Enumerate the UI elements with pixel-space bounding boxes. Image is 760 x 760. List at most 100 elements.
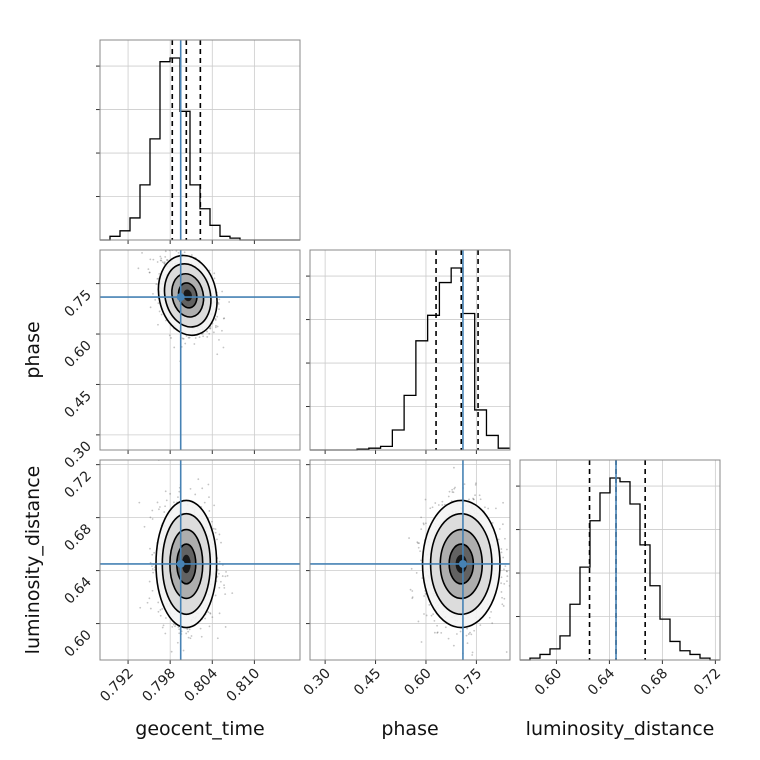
scatter-point	[162, 624, 165, 627]
scatter-point	[465, 634, 468, 637]
scatter-point	[506, 570, 508, 573]
scatter-point	[151, 568, 154, 570]
scatter-point	[490, 610, 492, 613]
scatter-point	[500, 591, 503, 593]
scatter-point	[151, 553, 154, 556]
scatter-point	[166, 245, 168, 247]
y-tick-label-luminosity_distance: 0.68	[61, 521, 94, 554]
scatter-point	[501, 603, 504, 606]
scatter-point	[408, 537, 410, 539]
scatter-point	[218, 338, 220, 341]
scatter-point	[452, 644, 455, 647]
scatter-point	[149, 258, 152, 261]
scatter-point	[197, 478, 200, 481]
scatter-point	[214, 326, 217, 329]
scatter-point	[418, 542, 420, 545]
scatter-point	[179, 247, 181, 249]
scatter-point	[207, 483, 210, 486]
scatter-point	[218, 572, 220, 575]
scatter-point	[219, 580, 222, 583]
scatter-point	[217, 301, 220, 304]
scatter-point	[138, 501, 141, 504]
scatter-point	[208, 496, 210, 499]
scatter-point	[452, 491, 455, 494]
scatter-point	[437, 504, 440, 506]
scatter-point	[503, 597, 506, 600]
scatter-point	[188, 628, 191, 631]
scatter-point	[500, 551, 503, 554]
scatter-point	[431, 506, 434, 509]
scatter-point	[155, 283, 158, 285]
scatter-point	[152, 292, 154, 295]
histogram-step	[310, 267, 510, 451]
scatter-point	[218, 612, 221, 615]
scatter-point	[164, 490, 167, 493]
scatter-point	[447, 637, 450, 640]
scatter-point	[148, 580, 151, 583]
scatter-point	[424, 498, 427, 501]
scatter-point	[224, 626, 227, 628]
scatter-point	[170, 650, 173, 653]
scatter-point	[500, 548, 503, 550]
scatter-point	[187, 636, 190, 639]
scatter-point	[173, 501, 175, 504]
scatter-point	[491, 622, 494, 625]
scatter-point	[153, 551, 156, 554]
y-tick-label-luminosity_distance: 0.64	[61, 574, 94, 607]
scatter-point	[160, 257, 163, 260]
scatter-point	[423, 595, 426, 597]
panel-frame	[99, 249, 301, 451]
scatter-point	[428, 604, 431, 606]
scatter-point	[212, 331, 215, 334]
scatter-point	[211, 520, 213, 523]
y-tick-label-phase: 0.75	[61, 287, 94, 320]
scatter-point	[177, 496, 179, 499]
scatter-point	[216, 353, 219, 356]
scatter-point	[209, 612, 212, 615]
scatter-point	[502, 605, 505, 607]
scatter-point	[208, 510, 211, 512]
scatter-point	[223, 587, 226, 589]
scatter-point	[149, 306, 152, 309]
scatter-point	[194, 493, 197, 496]
scatter-point	[152, 258, 155, 261]
scatter-point	[157, 610, 160, 613]
scatter-point	[221, 329, 223, 332]
scatter-point	[224, 575, 227, 578]
scatter-point	[478, 494, 481, 497]
scatter-point	[417, 546, 420, 549]
labels-layer: geocent_time phase luminosity_distance p…	[22, 321, 714, 740]
scatter-point	[430, 614, 433, 617]
scatter-point	[209, 327, 212, 330]
scatter-point	[146, 601, 149, 604]
scatter-point	[137, 267, 140, 270]
y-tick-label-phase: 0.45	[61, 388, 94, 421]
scatter-point	[160, 313, 163, 316]
scatter-point	[214, 319, 217, 321]
scatter-point	[213, 277, 216, 280]
scatter-point	[424, 522, 427, 525]
x-tick-label-geocent_time: 0.792	[97, 666, 137, 706]
scatter-point	[159, 255, 162, 258]
scatter-point	[425, 614, 428, 617]
scatter-point	[417, 620, 420, 623]
scatter-point	[213, 504, 216, 507]
panels-layer: 0.60 0.64 0.68 0.720.300.450.600.750.792 0.7…	[61, 39, 724, 706]
scatter-point	[159, 259, 162, 262]
scatter-point	[225, 571, 227, 573]
scatter-point	[503, 582, 506, 585]
scatter-point	[447, 495, 450, 498]
scatter-point	[473, 629, 476, 632]
scatter-point	[187, 630, 190, 633]
x-tick-label-luminosity_distance: 0.60	[532, 666, 565, 699]
scatter-point	[178, 628, 181, 631]
scatter-point	[151, 589, 154, 592]
scatter-point	[199, 627, 202, 630]
hist-panel-phase	[306, 249, 511, 454]
scatter-point	[221, 290, 224, 293]
scatter-point	[173, 346, 176, 349]
scatter-point	[451, 491, 454, 493]
scatter-point	[141, 251, 143, 254]
scatter-point	[143, 525, 146, 528]
scatter-point	[504, 565, 507, 568]
